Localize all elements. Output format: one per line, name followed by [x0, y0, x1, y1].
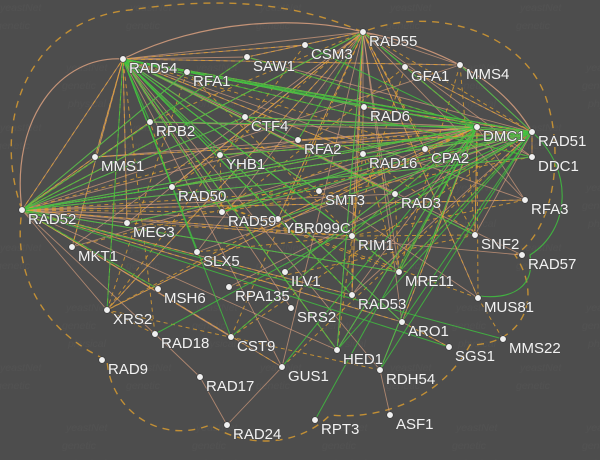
svg-text:HED1: HED1: [343, 351, 383, 368]
svg-text:RAD59: RAD59: [228, 213, 276, 230]
svg-text:MMS4: MMS4: [466, 66, 509, 83]
svg-text:SRS2: SRS2: [297, 309, 336, 326]
svg-text:MKT1: MKT1: [78, 248, 118, 265]
svg-text:ARO1: ARO1: [408, 323, 449, 340]
svg-text:ASF1: ASF1: [396, 416, 434, 433]
svg-text:SLX5: SLX5: [203, 253, 240, 270]
svg-text:GUS1: GUS1: [288, 368, 329, 385]
svg-text:GFA1: GFA1: [411, 68, 449, 85]
svg-text:RAD16: RAD16: [369, 155, 417, 172]
svg-text:MUS81: MUS81: [484, 299, 534, 316]
svg-text:DMC1: DMC1: [483, 128, 526, 145]
svg-text:RAD54: RAD54: [129, 60, 177, 77]
svg-text:RFA2: RFA2: [304, 141, 342, 158]
svg-text:RAD24: RAD24: [233, 426, 281, 443]
svg-text:SMT3: SMT3: [325, 192, 365, 209]
svg-text:RPB2: RPB2: [156, 123, 195, 140]
svg-text:RAD55: RAD55: [369, 33, 417, 50]
svg-text:RAD18: RAD18: [161, 335, 209, 352]
svg-text:MRE11: MRE11: [405, 273, 454, 290]
svg-text:MEC3: MEC3: [133, 224, 175, 241]
svg-text:CSM3: CSM3: [311, 46, 353, 63]
svg-text:SAW1: SAW1: [253, 58, 295, 75]
svg-text:RAD53: RAD53: [358, 296, 406, 313]
svg-text:RAD3: RAD3: [401, 195, 441, 212]
svg-text:SNF2: SNF2: [481, 236, 519, 253]
svg-text:RAD52: RAD52: [28, 211, 76, 228]
svg-text:RAD9: RAD9: [108, 361, 148, 378]
svg-text:RFA3: RFA3: [531, 201, 569, 218]
svg-text:RPA135: RPA135: [235, 288, 290, 305]
svg-text:RFA1: RFA1: [193, 73, 231, 90]
svg-text:MMS1: MMS1: [101, 158, 144, 175]
svg-text:YBR099C: YBR099C: [284, 220, 351, 237]
svg-text:RAD50: RAD50: [178, 188, 226, 205]
svg-text:DDC1: DDC1: [538, 158, 579, 175]
svg-text:RIM1: RIM1: [358, 237, 394, 254]
svg-text:CST9: CST9: [237, 338, 275, 355]
svg-text:MSH6: MSH6: [164, 290, 206, 307]
svg-text:RPT3: RPT3: [321, 421, 359, 438]
svg-text:XRS2: XRS2: [113, 311, 152, 328]
svg-text:CPA2: CPA2: [431, 150, 469, 167]
svg-text:RAD17: RAD17: [206, 378, 254, 395]
svg-text:SGS1: SGS1: [455, 348, 495, 365]
svg-text:RAD57: RAD57: [528, 256, 576, 273]
svg-text:RAD6: RAD6: [370, 108, 410, 125]
svg-text:MMS22: MMS22: [509, 340, 561, 357]
svg-text:YHB1: YHB1: [226, 156, 265, 173]
svg-text:RAD51: RAD51: [538, 133, 586, 150]
svg-text:ILV1: ILV1: [291, 273, 321, 290]
svg-text:RDH54: RDH54: [386, 371, 435, 388]
svg-text:CTF4: CTF4: [251, 118, 289, 135]
